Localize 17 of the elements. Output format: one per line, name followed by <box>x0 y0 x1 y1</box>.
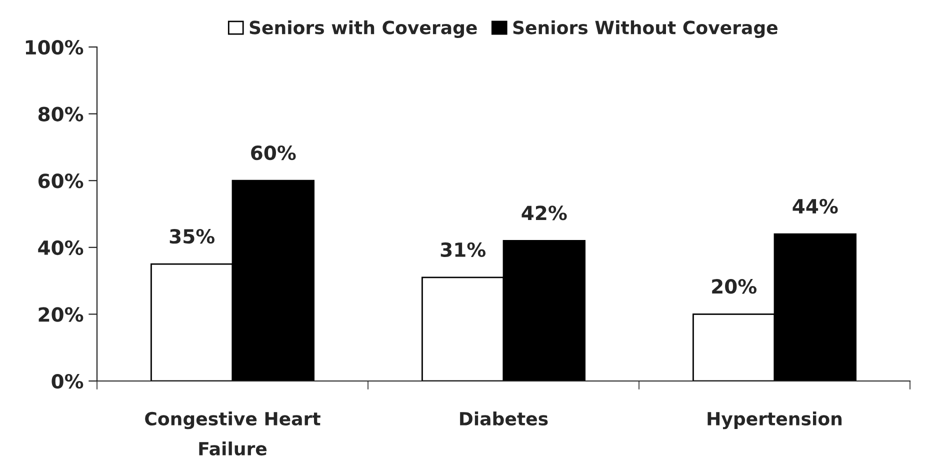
data-label: 20% <box>712 279 756 294</box>
data-label: 42% <box>522 206 567 220</box>
data-label: 35% <box>170 228 214 244</box>
y-tick-label: 60% <box>38 174 84 188</box>
y-tick-label: 80% <box>38 106 84 122</box>
x-tick-label: Congestive Heart Failure <box>145 412 320 456</box>
legend-label: Seniors with Coverage <box>250 20 477 38</box>
legend-label: Seniors Without Coverage <box>513 20 778 38</box>
data-label: 44% <box>792 198 838 214</box>
y-tick-label: 100% <box>26 40 84 55</box>
x-tick-label: Diabetes <box>460 412 548 426</box>
y-tick-label: 20% <box>38 307 84 322</box>
x-tick-label: Hypertension <box>708 412 842 430</box>
y-tick-label: 40% <box>38 240 84 256</box>
data-label: 60% <box>251 145 296 160</box>
data-label: 31% <box>440 242 486 258</box>
y-tick-label: 0% <box>52 374 84 389</box>
